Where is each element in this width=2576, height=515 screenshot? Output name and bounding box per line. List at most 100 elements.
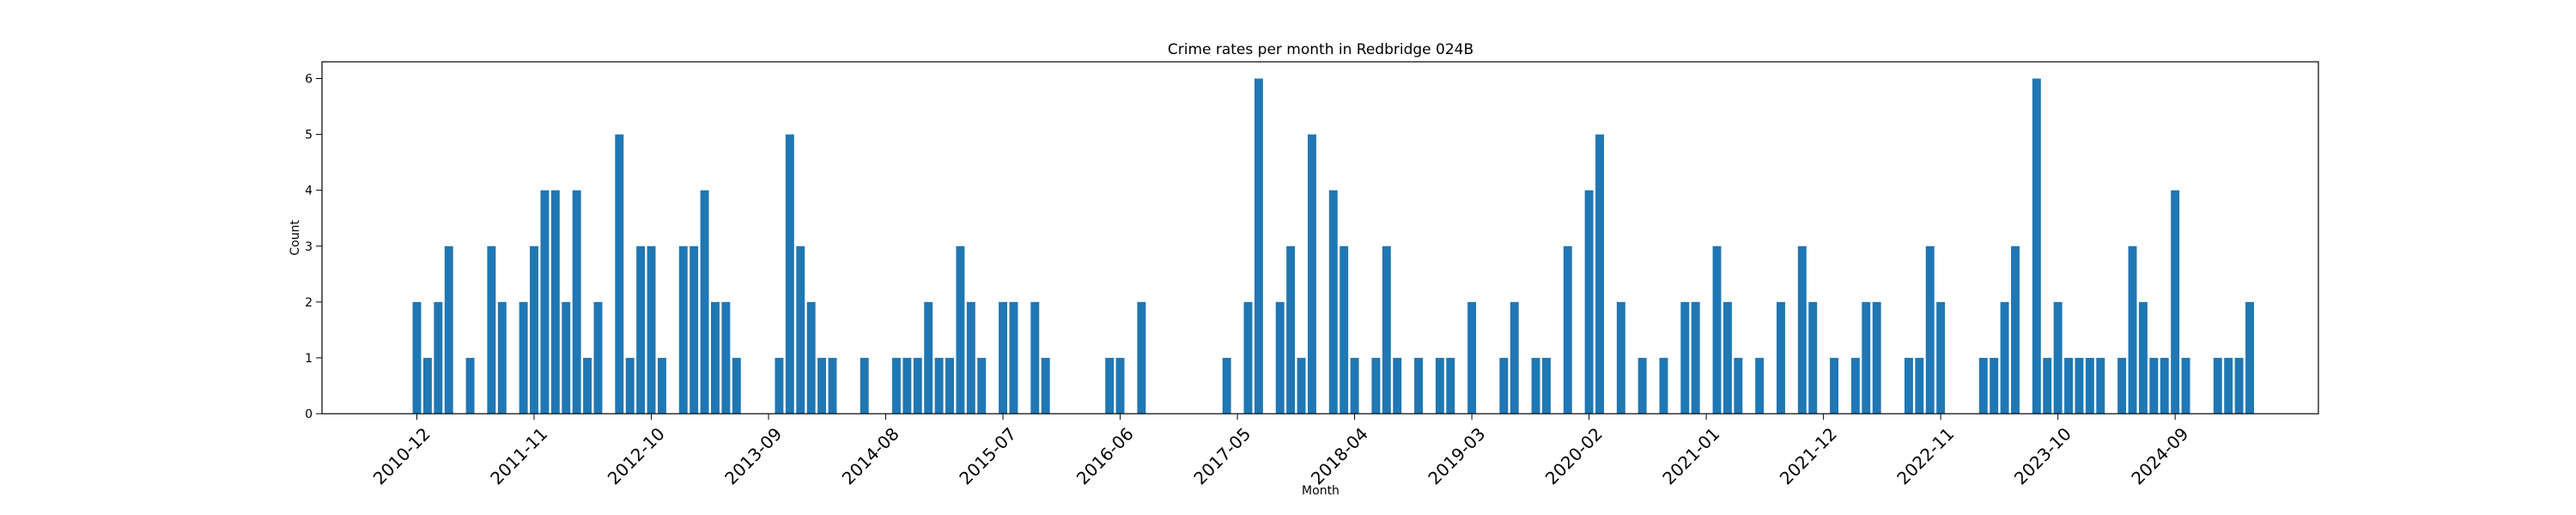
bar: [796, 245, 805, 414]
bar: [1499, 357, 1509, 414]
bar: [2011, 245, 2020, 414]
y-tick-label: 3: [305, 240, 313, 254]
bar: [891, 357, 901, 414]
bar: [828, 357, 837, 414]
bar: [1797, 245, 1807, 414]
bar: [550, 190, 560, 414]
bar: [1371, 357, 1381, 414]
bar: [434, 301, 443, 414]
bar: [1850, 357, 1860, 414]
bar: [2000, 301, 2009, 414]
bar: [1446, 357, 1455, 414]
bar: [902, 357, 912, 414]
bar: [1734, 357, 1743, 414]
bar: [487, 245, 496, 414]
bar: [1722, 301, 1732, 414]
bar: [1808, 301, 1818, 414]
bar: [2053, 301, 2063, 414]
bar: [1637, 357, 1647, 414]
bars-group: [412, 78, 2254, 415]
bar: [2032, 78, 2041, 415]
bar: [1275, 301, 1285, 414]
bar: [999, 301, 1008, 414]
bar: [2128, 245, 2137, 414]
bar: [1115, 357, 1125, 414]
bar: [625, 357, 635, 414]
bar: [1222, 357, 1231, 414]
bar: [721, 301, 731, 414]
bar: [1307, 134, 1316, 414]
bar: [412, 301, 422, 414]
bar: [1041, 357, 1050, 414]
bar: [2160, 357, 2169, 414]
bar: [2043, 357, 2052, 414]
bar: [860, 357, 869, 414]
bar: [1925, 245, 1935, 414]
bar: [1616, 301, 1625, 414]
bar: [1393, 357, 1402, 414]
bar: [2096, 357, 2105, 414]
bar: [540, 190, 550, 414]
bar: [2181, 357, 2190, 414]
bar: [657, 357, 666, 414]
bar: [2138, 301, 2148, 414]
bar: [1243, 301, 1253, 414]
bar: [562, 301, 571, 414]
bar: [1904, 357, 1913, 414]
bar: [2117, 357, 2127, 414]
bar: [817, 357, 827, 414]
bar: [647, 245, 656, 414]
bar: [2149, 357, 2159, 414]
bar: [1328, 190, 1338, 414]
bar: [1137, 301, 1146, 414]
bar: [1936, 301, 1946, 414]
bar: [465, 357, 475, 414]
bar: [806, 301, 816, 414]
bar: [2234, 357, 2244, 414]
bar: [1563, 245, 1572, 414]
bar: [2085, 357, 2094, 414]
bar: [519, 301, 528, 414]
bar: [1680, 301, 1690, 414]
bar: [1862, 301, 1871, 414]
bar: [913, 357, 922, 414]
bar: [1584, 190, 1594, 414]
bar: [2064, 357, 2074, 414]
bar: [1414, 357, 1424, 414]
bar: [1435, 357, 1444, 414]
bar: [615, 134, 624, 414]
bar: [593, 301, 603, 414]
bar: [497, 301, 507, 414]
bar: [711, 301, 720, 414]
bar: [966, 301, 975, 414]
bar: [1382, 245, 1391, 414]
bar: [934, 357, 944, 414]
bar: [1978, 357, 1988, 414]
bar: [572, 190, 581, 414]
bar: [583, 357, 592, 414]
bar: [690, 245, 699, 414]
bar: [1009, 301, 1018, 414]
bar: [2075, 357, 2084, 414]
bar: [2213, 357, 2222, 414]
x-axis-label: Month: [1302, 484, 1340, 498]
bar: [1510, 301, 1519, 414]
bar: [1595, 134, 1604, 414]
y-axis-ticks: 0 1 2 3 4 5 6: [305, 73, 322, 421]
bar: [1659, 357, 1668, 414]
bar: [1286, 245, 1296, 414]
bar: [1990, 357, 1999, 414]
y-tick-label: 5: [305, 129, 313, 142]
bar: [1340, 245, 1349, 414]
bar: [1297, 357, 1306, 414]
y-tick-label: 0: [305, 408, 313, 421]
bar: [1830, 357, 1838, 414]
bar: [1350, 357, 1359, 414]
bar: [732, 357, 741, 414]
bar: [785, 134, 794, 414]
bar: [1712, 245, 1722, 414]
bar: [1691, 301, 1700, 414]
y-tick-label: 4: [305, 185, 313, 198]
y-axis-label: Count: [289, 220, 302, 256]
